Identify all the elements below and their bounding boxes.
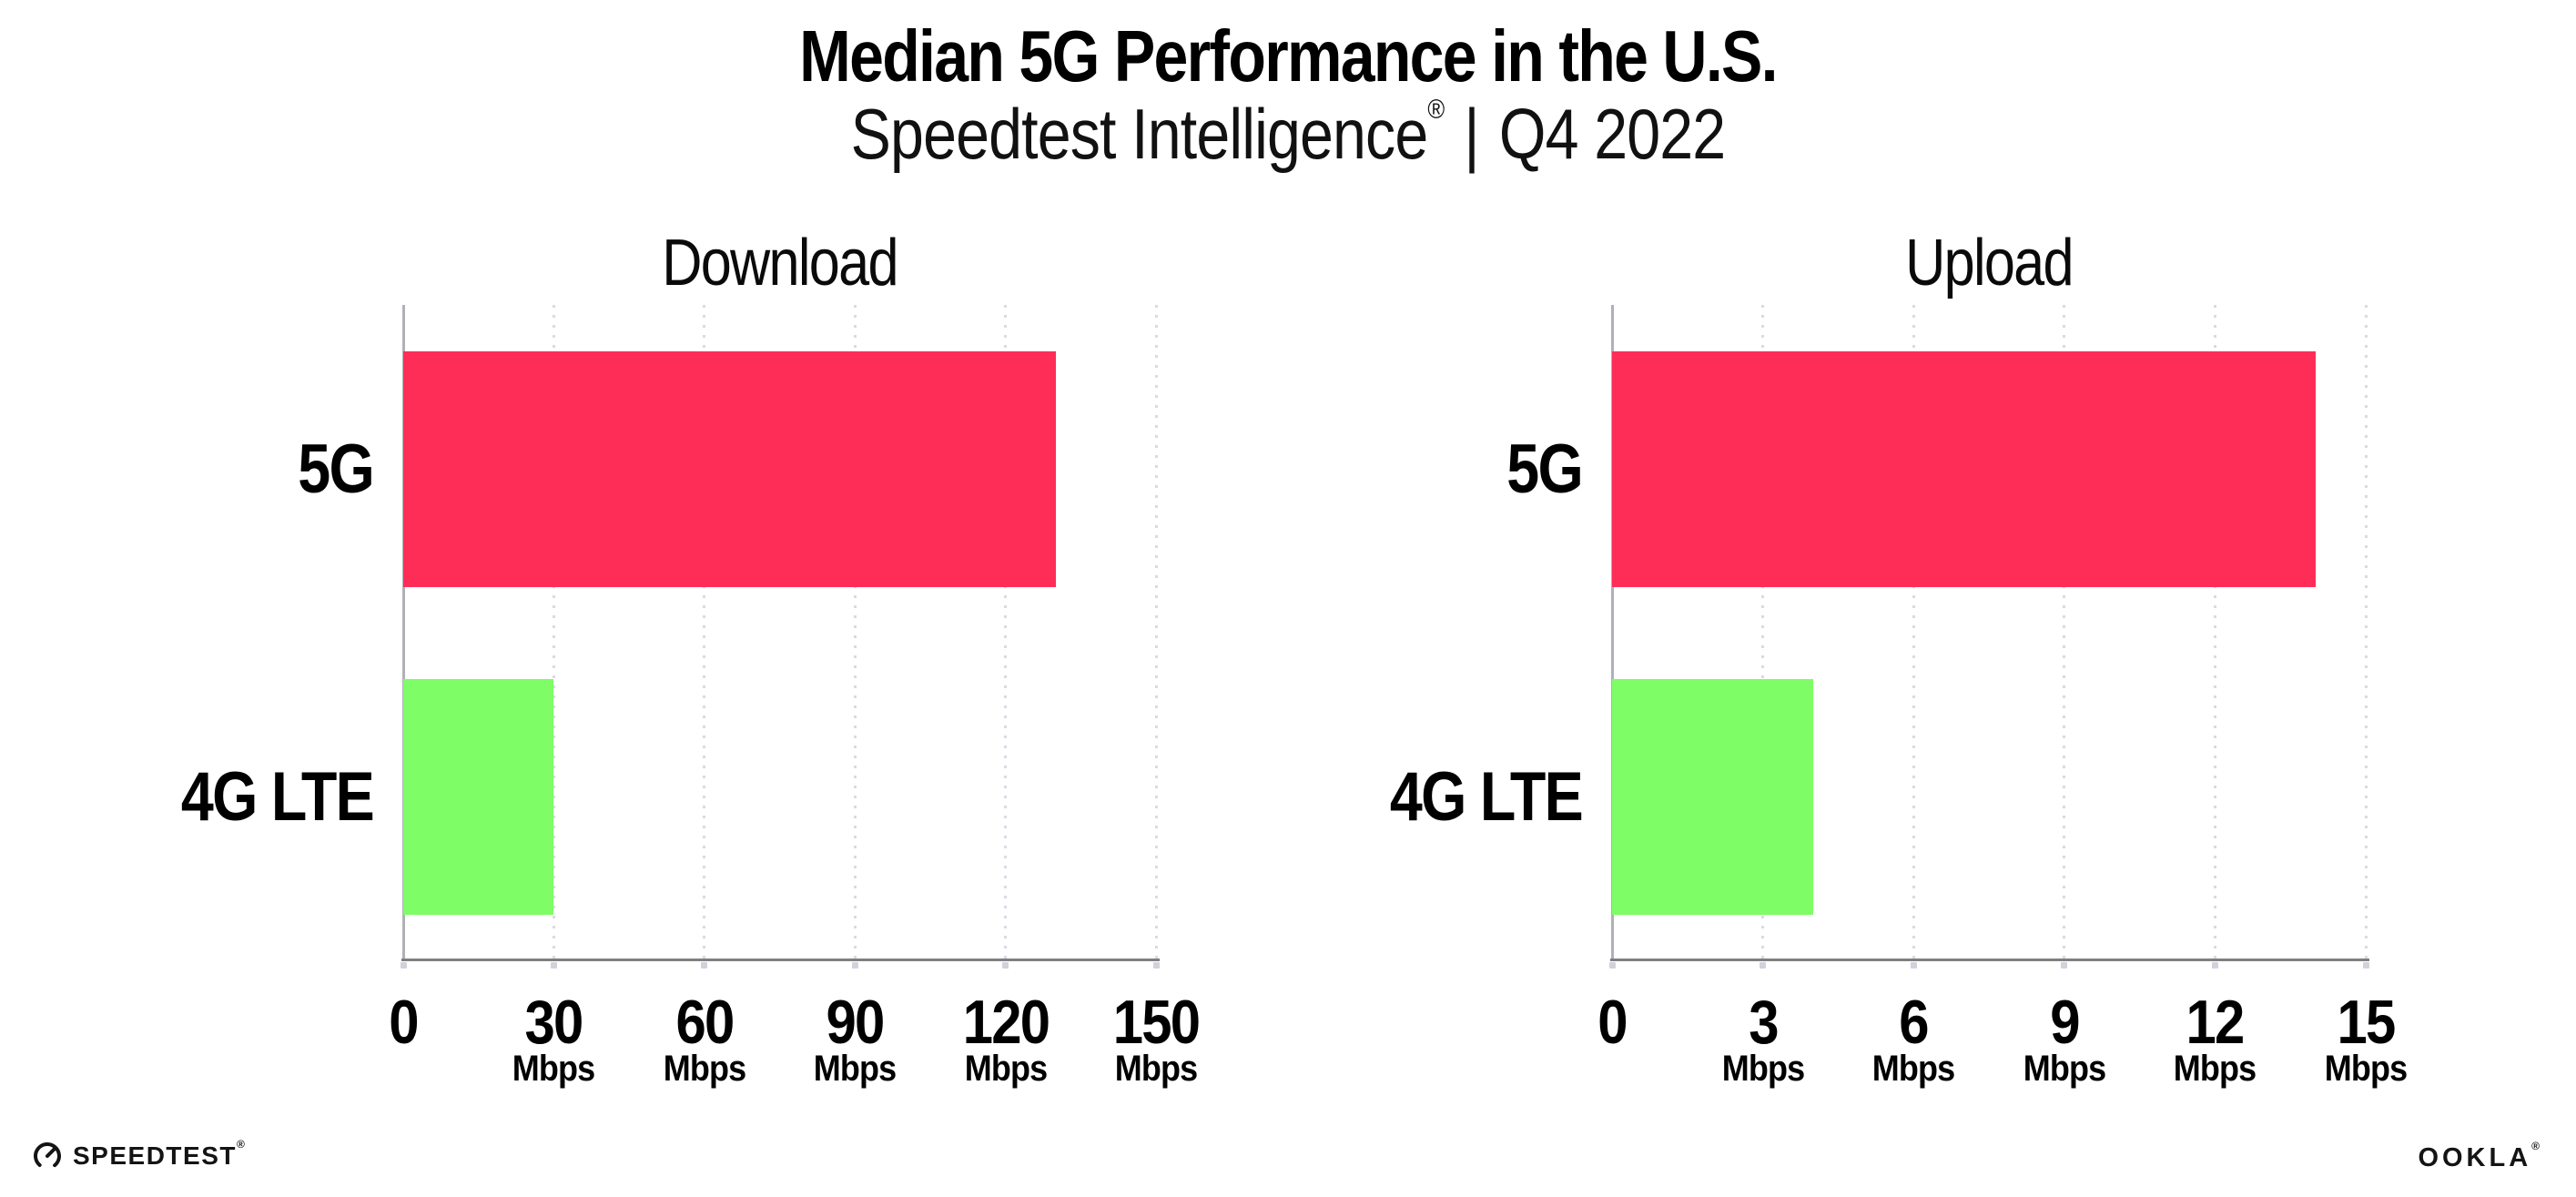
ookla-wordmark: OOKLA [2418,1143,2532,1172]
category-label-upload-4g-lte: 4G LTE [1389,757,1584,836]
tick-label-download-120: 120 [962,988,1050,1057]
speedtest-gauge-icon [34,1142,61,1170]
tick-mark-download-30 [550,962,557,969]
category-label-upload-5g: 5G [1506,430,1583,508]
gridline-upload-9 [2063,305,2066,959]
tick-unit-upload-15: Mbps [2324,1049,2408,1089]
bar-upload-5g [1612,351,2316,587]
subtitle-period: Q4 2022 [1498,94,1726,174]
tick-mark-download-60 [701,962,708,969]
gridline-download-90 [853,305,857,959]
tick-label-download-150: 150 [1112,988,1201,1057]
tick-label-upload-0: 0 [1597,988,1628,1057]
tick-label-upload-12: 12 [2186,988,2246,1057]
gridline-upload-3 [1761,305,1765,959]
tick-label-download-0: 0 [389,988,419,1057]
registered-mark: ® [1427,95,1445,125]
tick-mark-upload-0 [1608,962,1616,969]
subtitle-separator: | [1464,94,1479,174]
subtitle-brand: Speedtest Intelligence [850,94,1429,174]
tick-mark-download-120 [1002,962,1009,969]
tick-label-upload-15: 15 [2337,988,2396,1057]
tick-unit-download-120: Mbps [964,1049,1047,1089]
bar-upload-4g-lte [1612,679,1813,915]
gridline-download-60 [703,305,706,959]
tick-mark-download-150 [1152,962,1160,969]
tick-unit-upload-12: Mbps [2174,1049,2257,1089]
category-label-download-5g: 5G [298,430,374,508]
bar-download-4g-lte [403,679,553,915]
gridline-upload-15 [2364,305,2368,959]
chart-title-upload: Upload [1905,227,2074,299]
tick-unit-download-90: Mbps [813,1049,897,1089]
tick-mark-upload-3 [1760,962,1767,969]
tick-mark-upload-6 [1910,962,1917,969]
gridline-upload-12 [2213,305,2216,959]
tick-mark-upload-12 [2211,962,2218,969]
speedtest-wordmark: SPEEDTEST® [73,1138,247,1170]
gridline-download-30 [552,305,555,959]
tick-label-download-90: 90 [826,988,886,1057]
tick-label-download-60: 60 [675,988,735,1057]
tick-label-upload-6: 6 [1899,988,1929,1057]
page-title: Median 5G Performance in the U.S. [799,15,1778,96]
gridline-download-120 [1004,305,1008,959]
speedtest-registered-mark: ® [236,1138,247,1151]
tick-mark-download-90 [851,962,858,969]
tick-label-download-30: 30 [524,988,584,1057]
x-axis-line-upload [1610,959,2369,961]
tick-unit-download-150: Mbps [1114,1049,1198,1089]
tick-mark-upload-15 [2362,962,2369,969]
gridline-download-150 [1154,305,1158,959]
tick-unit-download-60: Mbps [663,1049,746,1089]
category-label-download-4g-lte: 4G LTE [180,757,375,836]
tick-mark-upload-9 [2061,962,2068,969]
chart-title-download: Download [662,227,898,299]
tick-unit-download-30: Mbps [512,1049,595,1089]
tick-mark-download-0 [400,962,407,969]
ookla-logo: OOKLA® [2418,1140,2543,1173]
speedtest-logo: SPEEDTEST® [31,1138,246,1174]
ookla-registered-mark: ® [2531,1140,2543,1152]
tick-label-upload-9: 9 [2050,988,2080,1057]
bar-download-5g [403,351,1056,587]
tick-unit-upload-6: Mbps [1871,1049,1955,1089]
x-axis-line-download [401,959,1160,961]
tick-unit-upload-3: Mbps [1721,1049,1804,1089]
tick-unit-upload-9: Mbps [2023,1049,2106,1089]
page-subtitle: Speedtest Intelligence® | Q4 2022 [193,93,2383,176]
y-axis-line-upload [1611,305,1614,959]
gridline-upload-6 [1912,305,1915,959]
tick-label-upload-3: 3 [1748,988,1779,1057]
y-axis-line-download [402,305,405,959]
